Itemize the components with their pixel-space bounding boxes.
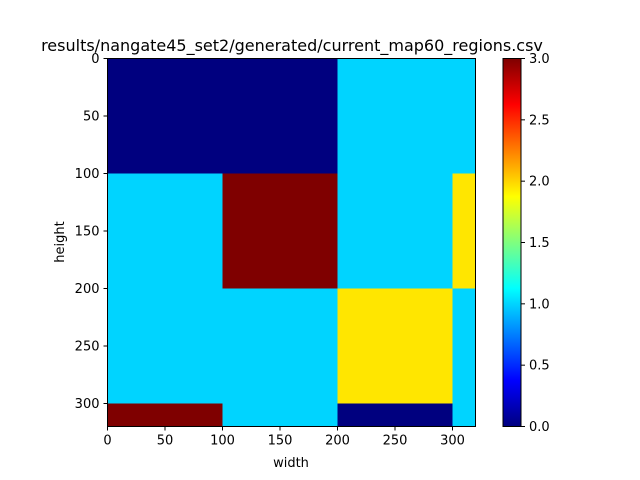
heatmap-cell bbox=[107, 403, 223, 427]
y-tick-label: 200 bbox=[75, 282, 100, 297]
heatmap-cell bbox=[222, 403, 338, 427]
y-tick-label: 100 bbox=[75, 167, 100, 182]
x-tick-label: 250 bbox=[383, 434, 408, 449]
heatmap-cell bbox=[107, 288, 338, 404]
x-tick-label: 50 bbox=[157, 434, 174, 449]
heatmap-cell bbox=[452, 173, 476, 289]
y-tick-label: 300 bbox=[75, 397, 100, 412]
heatmap-cell bbox=[107, 58, 338, 174]
y-axis: 0 50 100 150 200 250 300 bbox=[75, 52, 108, 412]
colorbar-tick-label: 0.0 bbox=[529, 420, 550, 435]
plot-area bbox=[107, 58, 476, 427]
x-tick-label: 0 bbox=[103, 434, 111, 449]
heatmap-cell bbox=[337, 58, 476, 174]
colorbar-ticks: 0.0 0.5 1.0 1.5 2.0 2.5 3.0 bbox=[521, 52, 550, 435]
heatmap-cell bbox=[107, 173, 223, 289]
x-tick-label: 100 bbox=[210, 434, 235, 449]
colorbar-tick-label: 3.0 bbox=[529, 52, 550, 67]
y-axis-label: height bbox=[53, 221, 68, 262]
x-axis: 0 50 100 150 200 250 300 bbox=[103, 426, 465, 449]
heatmap-cell bbox=[337, 403, 453, 427]
x-tick-label: 300 bbox=[440, 434, 465, 449]
colorbar-tick-label: 2.0 bbox=[529, 175, 550, 190]
heatmap-cell bbox=[452, 288, 476, 404]
heatmap-cell bbox=[452, 403, 476, 427]
colorbar-tick-label: 2.5 bbox=[529, 113, 550, 128]
y-tick-label: 150 bbox=[75, 225, 100, 240]
chart-title: results/nangate45_set2/generated/current… bbox=[41, 36, 543, 56]
colorbar bbox=[502, 58, 522, 427]
x-axis-label: width bbox=[273, 456, 309, 471]
x-tick-label: 200 bbox=[325, 434, 350, 449]
heatmap-cell bbox=[222, 173, 338, 289]
y-tick-label: 50 bbox=[83, 110, 100, 125]
x-tick-label: 150 bbox=[268, 434, 293, 449]
colorbar-tick-label: 0.5 bbox=[529, 359, 550, 374]
y-tick-label: 0 bbox=[91, 52, 99, 67]
colorbar-tick-label: 1.0 bbox=[529, 297, 550, 312]
colorbar-tick-label: 1.5 bbox=[529, 236, 550, 251]
plot-frame bbox=[107, 58, 476, 427]
heatmap-cell bbox=[337, 288, 453, 404]
y-tick-label: 250 bbox=[75, 340, 100, 355]
heatmap-cell bbox=[337, 173, 453, 289]
